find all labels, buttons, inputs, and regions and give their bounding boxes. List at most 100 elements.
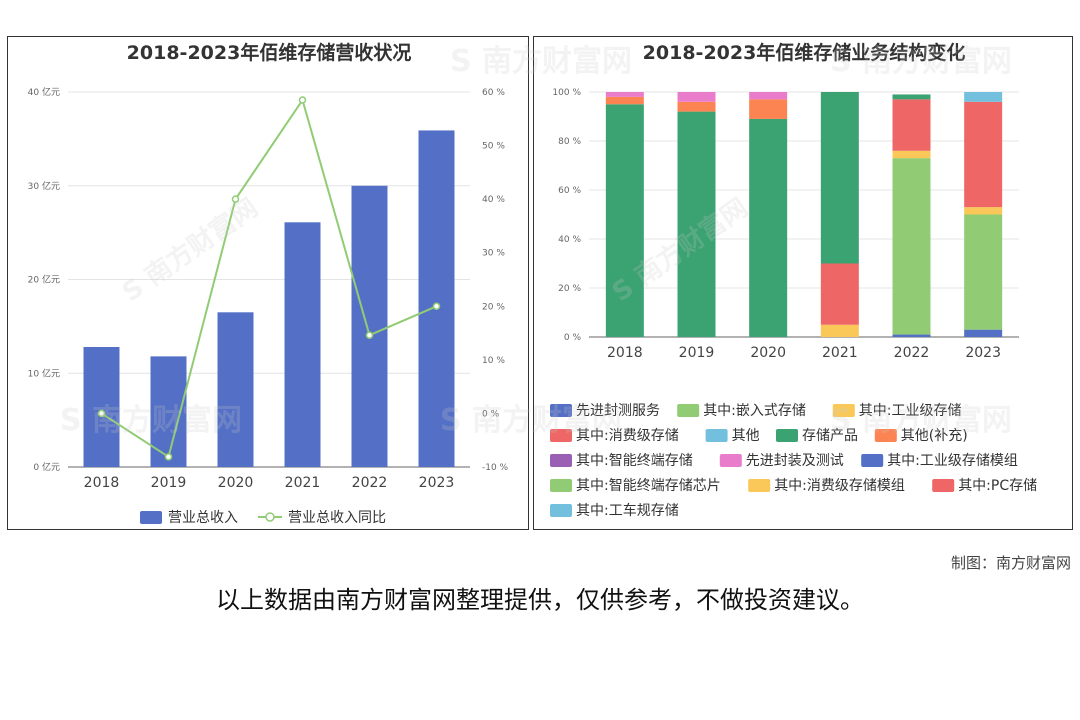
y-right-tick-label: -10 % bbox=[482, 463, 509, 473]
stack-segment bbox=[677, 101, 716, 112]
stack-segment bbox=[964, 214, 1003, 330]
stack-segment bbox=[892, 94, 931, 100]
legend-swatch bbox=[748, 479, 771, 492]
chart-credit: 制图：南方财富网 bbox=[950, 554, 1071, 572]
x-tick-label: 2023 bbox=[965, 345, 1001, 361]
business-structure-chart-panel: 2018-2023年佰维存储业务结构变化 0 % 20 % 40 % 60 % 80 % 1… bbox=[533, 36, 1073, 530]
revenue-bar bbox=[351, 185, 388, 467]
y-right-tick-label: 30 % bbox=[482, 249, 505, 259]
chart-title: 2018-2023年佰维存储营收状况 bbox=[127, 41, 412, 64]
y-right-tick-label: 0 % bbox=[482, 409, 500, 419]
legend-swatch bbox=[874, 429, 897, 442]
yoy-line bbox=[100, 97, 437, 459]
legend-label: 其他 bbox=[732, 428, 760, 444]
stack-segment bbox=[964, 329, 1003, 337]
legend-swatch bbox=[550, 479, 572, 492]
revenue-bar bbox=[217, 312, 254, 467]
x-tick-label: 2019 bbox=[151, 475, 187, 491]
chart-title: 2018-2023年佰维存储业务结构变化 bbox=[643, 41, 966, 64]
yoy-point bbox=[97, 409, 106, 418]
legend-label: 先进封测服务 bbox=[576, 403, 660, 419]
y-left-tick-label: 40 亿元 bbox=[28, 86, 60, 98]
stack-segment bbox=[605, 92, 644, 97]
yoy-point bbox=[231, 195, 240, 203]
legend-label: 先进封装及测试 bbox=[746, 453, 844, 469]
y-tick-label: 80 % bbox=[558, 137, 581, 147]
y-left-tick-label: 10 亿元 bbox=[28, 367, 60, 379]
legend-label: 其他(补充) bbox=[901, 428, 968, 444]
y-right-tick-label: 10 % bbox=[482, 356, 505, 366]
yoy-point bbox=[298, 96, 307, 104]
legend-label: 其中:PC存储 bbox=[958, 478, 1037, 494]
revenue-bar bbox=[284, 222, 321, 467]
x-tick-label: 2018 bbox=[84, 475, 120, 491]
stack-segment bbox=[677, 111, 716, 337]
y-left-tick-label: 30 亿元 bbox=[28, 180, 60, 192]
stack-segment bbox=[605, 104, 644, 337]
legend-swatch bbox=[861, 454, 884, 467]
x-tick-label: 2023 bbox=[419, 475, 455, 491]
legend-swatch-revenue bbox=[140, 511, 162, 524]
y-left-tick-label: 20 亿元 bbox=[28, 274, 60, 286]
yoy-point bbox=[365, 331, 374, 339]
y-tick-label: 40 % bbox=[558, 235, 581, 245]
stack-segment bbox=[749, 92, 788, 100]
y-tick-label: 100 % bbox=[552, 88, 581, 98]
x-tick-label: 2022 bbox=[352, 475, 388, 491]
legend-label: 其中:消费级存储模组 bbox=[774, 478, 905, 494]
legend-swatch bbox=[550, 404, 572, 417]
legend-swatch bbox=[677, 404, 700, 417]
stack-segment bbox=[749, 99, 788, 119]
legend-swatch bbox=[932, 479, 955, 492]
y-right-tick-label: 50 % bbox=[482, 142, 505, 152]
x-tick-label: 2021 bbox=[822, 345, 858, 361]
legend-label: 存储产品 bbox=[802, 428, 858, 444]
stack-segment bbox=[892, 150, 931, 159]
revenue-chart: 2018-2023年佰维存储营收状况 0 亿元 10 亿元 20 亿元 30 亿元 40 … bbox=[28, 41, 509, 526]
legend-label: 营业总收入同比 bbox=[288, 510, 386, 526]
legend-label: 其中:嵌入式存储 bbox=[703, 403, 806, 419]
legend-swatch bbox=[550, 504, 572, 517]
stack-segment bbox=[892, 99, 931, 151]
legend-label: 营业总收入 bbox=[168, 510, 238, 526]
y-tick-label: 20 % bbox=[558, 284, 581, 294]
legend-label: 其中:智能终端存储 bbox=[576, 453, 693, 469]
y-tick-label: 60 % bbox=[558, 186, 581, 196]
legend-label: 其中:工车规存储 bbox=[576, 502, 679, 519]
legend-swatch bbox=[719, 454, 742, 467]
legend-swatch-yoy-marker bbox=[265, 512, 275, 522]
business-structure-chart: 2018-2023年佰维存储业务结构变化 0 % 20 % 40 % 60 % 80 % 1… bbox=[550, 41, 1037, 519]
stack-segment bbox=[892, 334, 931, 337]
x-tick-label: 2020 bbox=[750, 345, 786, 361]
yoy-point bbox=[164, 453, 173, 461]
disclaimer-text: 以上数据由南方财富网整理提供，仅供参考，不做投资建议。 bbox=[216, 586, 864, 614]
y-right-tick-label: 40 % bbox=[482, 195, 505, 205]
stack-segment bbox=[892, 158, 931, 335]
y-left-tick-label: 0 亿元 bbox=[33, 461, 60, 473]
stack-segment bbox=[820, 263, 859, 325]
legend-swatch bbox=[776, 429, 798, 442]
x-tick-label: 2018 bbox=[607, 345, 643, 361]
stack-segment bbox=[677, 92, 716, 102]
y-right-tick-label: 60 % bbox=[482, 88, 505, 98]
legend-label: 其中:消费级存储 bbox=[576, 428, 679, 444]
yoy-point bbox=[432, 302, 441, 311]
y-right-tick-label: 20 % bbox=[482, 302, 505, 312]
stack-segment bbox=[820, 324, 859, 337]
y-tick-label: 0 % bbox=[564, 333, 582, 343]
x-tick-label: 2021 bbox=[285, 475, 321, 491]
stack-segment bbox=[749, 118, 788, 337]
legend-swatch bbox=[832, 404, 855, 417]
x-tick-label: 2020 bbox=[218, 475, 254, 491]
stack-segment bbox=[820, 92, 859, 264]
revenue-bar bbox=[418, 130, 455, 467]
x-tick-label: 2022 bbox=[894, 345, 930, 361]
revenue-chart-panel: 2018-2023年佰维存储营收状况 0 亿元 10 亿元 20 亿元 30 亿元 40 … bbox=[7, 36, 529, 530]
legend-swatch bbox=[550, 429, 572, 442]
stack-segment bbox=[964, 101, 1003, 208]
legend-swatch bbox=[705, 429, 728, 442]
legend-label: 其中:工业级存储 bbox=[859, 403, 962, 419]
stack-segment bbox=[964, 92, 1003, 102]
legend-swatch bbox=[550, 454, 572, 467]
x-tick-label: 2019 bbox=[679, 345, 715, 361]
